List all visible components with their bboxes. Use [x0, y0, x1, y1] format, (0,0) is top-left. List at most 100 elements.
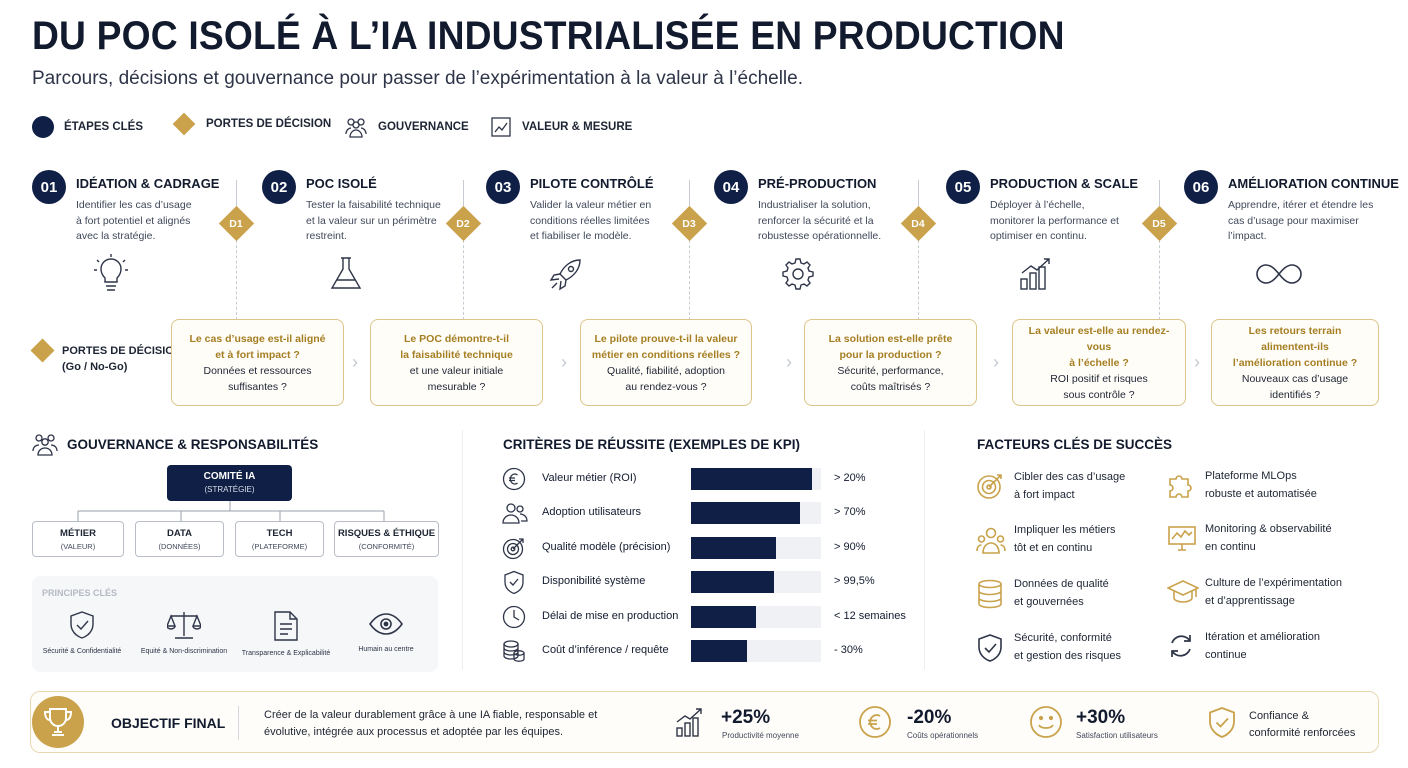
gov-box-business: MÉTIER (VALEUR) — [32, 521, 124, 557]
factor-text: Impliquer les métiers tôt et en continu — [1014, 521, 1174, 557]
gate-code: D1 — [229, 218, 243, 230]
success-factor-monitoring: Monitoring & observabilité en continu — [1167, 520, 1357, 564]
success-factor-security-compliance: Sécurité, conformité et gestion des risqu… — [976, 629, 1166, 673]
stage-divider — [1159, 180, 1160, 206]
org-connector-lines — [77, 501, 385, 521]
factor-text: Itération et amélioration continue — [1205, 628, 1365, 664]
question-text: au rendez-vous ? — [625, 380, 707, 393]
committee-name: COMITÉ IA — [203, 471, 256, 482]
kpi-bar-track — [691, 571, 821, 593]
key-principles-panel: PRINCIPES CLÉS Sécurité & Confidentialit… — [32, 576, 438, 672]
factor-line: tôt et en continu — [1014, 542, 1093, 554]
kpi-target: - 30% — [834, 644, 863, 656]
confidence-text: Confiance & conformité renforcées — [1249, 708, 1355, 742]
final-objective-banner — [30, 691, 1379, 753]
panel-divider — [924, 430, 925, 670]
question-text: Les retours terrain alimentent-ils — [1248, 324, 1342, 353]
divider — [238, 706, 239, 740]
metric-value: +30% — [1076, 707, 1126, 728]
navy-dot-icon — [32, 116, 54, 138]
kpi-label: Délai de mise en production — [542, 610, 679, 622]
clock-icon — [502, 605, 526, 629]
gates-label-line: (Go / No-Go) — [62, 361, 128, 373]
chevron-right-icon: › — [352, 352, 358, 372]
page-subtitle: Parcours, décisions et gouvernance pour … — [32, 68, 803, 89]
gov-box-risks-ethics: RISQUES & ÉTHIQUE (CONFORMITÉ) — [334, 521, 439, 557]
database-icon — [978, 579, 1002, 609]
principles-title: PRINCIPES CLÉS — [42, 588, 118, 598]
lightbulb-icon — [94, 254, 128, 291]
ai-committee-box: COMITÉ IA (STRATÉGIE) — [167, 465, 292, 501]
kpi-label: Adoption utilisateurs — [542, 506, 642, 518]
confidence-line: Confiance & — [1249, 710, 1309, 722]
metric-label: Satisfaction utilisateurs — [1076, 731, 1158, 740]
factor-line: Cibler des cas d’usage — [1014, 471, 1126, 483]
monitor-icon — [1168, 526, 1196, 551]
legend-label: ÉTAPES CLÉS — [64, 121, 144, 133]
metric-label: Coûts opérationnels — [907, 731, 979, 740]
success-factor-business-involvement: Impliquer les métiers tôt et en continu — [976, 521, 1166, 565]
chart-icon — [491, 117, 511, 137]
flask-icon — [330, 257, 362, 289]
kpi-bar-track — [691, 468, 821, 490]
stage-number: 05 — [946, 170, 980, 204]
question-text: Le cas d’usage est-il aligné — [189, 332, 326, 345]
factor-line: robuste et automatisée — [1205, 488, 1317, 500]
gear-icon — [782, 258, 814, 290]
stage-description: Valider la valeur métier en conditions r… — [530, 199, 652, 242]
kpi-target: > 70% — [834, 506, 866, 518]
kpi-row-availability: Disponibilité système > 99,5% — [502, 568, 912, 596]
kpi-bar — [691, 468, 812, 490]
people-icon — [32, 434, 58, 456]
gov-box-name: RISQUES & ÉTHIQUE — [337, 528, 436, 539]
kpi-label: Qualité modèle (précision) — [542, 541, 671, 553]
question-text: la faisabilité technique — [400, 348, 513, 361]
legend-label: PORTES DE DÉCISION — [206, 118, 332, 130]
question-text: Données et ressources — [203, 364, 312, 377]
factor-line: et gestion des risques — [1014, 650, 1122, 662]
gov-box-name: TECH — [266, 528, 293, 539]
gov-box-sub: (VALEUR) — [60, 542, 96, 551]
kpi-target: > 20% — [834, 472, 866, 484]
gate-question-d2: Le POC démontre-t-il la faisabilité tech… — [370, 319, 543, 406]
factor-text: Monitoring & observabilité en continu — [1205, 520, 1365, 556]
kpi-row-quality: Qualité modèle (précision) > 90% — [502, 534, 912, 562]
chevron-right-icon: › — [993, 352, 999, 372]
question-text: suffisantes ? — [228, 380, 287, 393]
factor-line: Sécurité, conformité — [1014, 632, 1112, 644]
question-text: La valeur est-elle au rendez-vous — [1028, 324, 1170, 353]
factor-line: et d’apprentissage — [1205, 595, 1295, 607]
committee-sub: (STRATÉGIE) — [204, 485, 255, 494]
legend-decision-gates: PORTES DE DÉCISION — [172, 112, 332, 136]
target-icon — [977, 474, 1002, 499]
factor-line: Plateforme MLOps — [1205, 470, 1297, 482]
success-factor-iteration: Itération et amélioration continue — [1167, 628, 1357, 672]
gov-box-sub: (CONFORMITÉ) — [358, 542, 415, 551]
legend-governance: GOUVERNANCE — [344, 116, 469, 138]
question-text: sous contrôle ? — [1063, 388, 1135, 401]
stage-description: Déployer à l’échelle, monitorer la perfo… — [990, 199, 1119, 242]
page-title: DU POC ISOLÉ À L’IA INDUSTRIALISÉE EN PR… — [32, 14, 1065, 58]
kpi-row-roi: Valeur métier (ROI) > 20% — [502, 465, 912, 493]
kpi-target: > 90% — [834, 541, 866, 553]
panel-divider — [462, 430, 463, 670]
metric-label: Productivité moyenne — [722, 731, 799, 740]
kpi-bar — [691, 537, 776, 559]
question-text: Le pilote prouve-t-il la valeur — [594, 332, 738, 345]
stage-description: Industrialiser la solution, renforcer la… — [758, 199, 882, 242]
gold-diamond-icon — [172, 112, 196, 136]
factor-text: Plateforme MLOps robuste et automatisée — [1205, 467, 1365, 503]
gate-code: D4 — [911, 218, 925, 230]
kpi-bar — [691, 502, 801, 524]
legend-key-stages: ÉTAPES CLÉS — [32, 116, 143, 138]
gate-code: D2 — [456, 218, 470, 230]
stage-number: 03 — [486, 170, 520, 204]
decision-gates-label: PORTES DE DÉCISION (Go / No-Go) — [62, 343, 182, 375]
infinity-icon — [1256, 264, 1302, 284]
factor-line: et gouvernées — [1014, 596, 1084, 608]
team-icon — [976, 527, 1006, 554]
question-text: Le POC démontre-t-il — [403, 332, 509, 345]
success-factor-data-quality: Données de qualité et gouvernées — [976, 575, 1166, 619]
stage-number: 04 — [714, 170, 748, 204]
question-text: pour la production ? — [839, 348, 942, 361]
